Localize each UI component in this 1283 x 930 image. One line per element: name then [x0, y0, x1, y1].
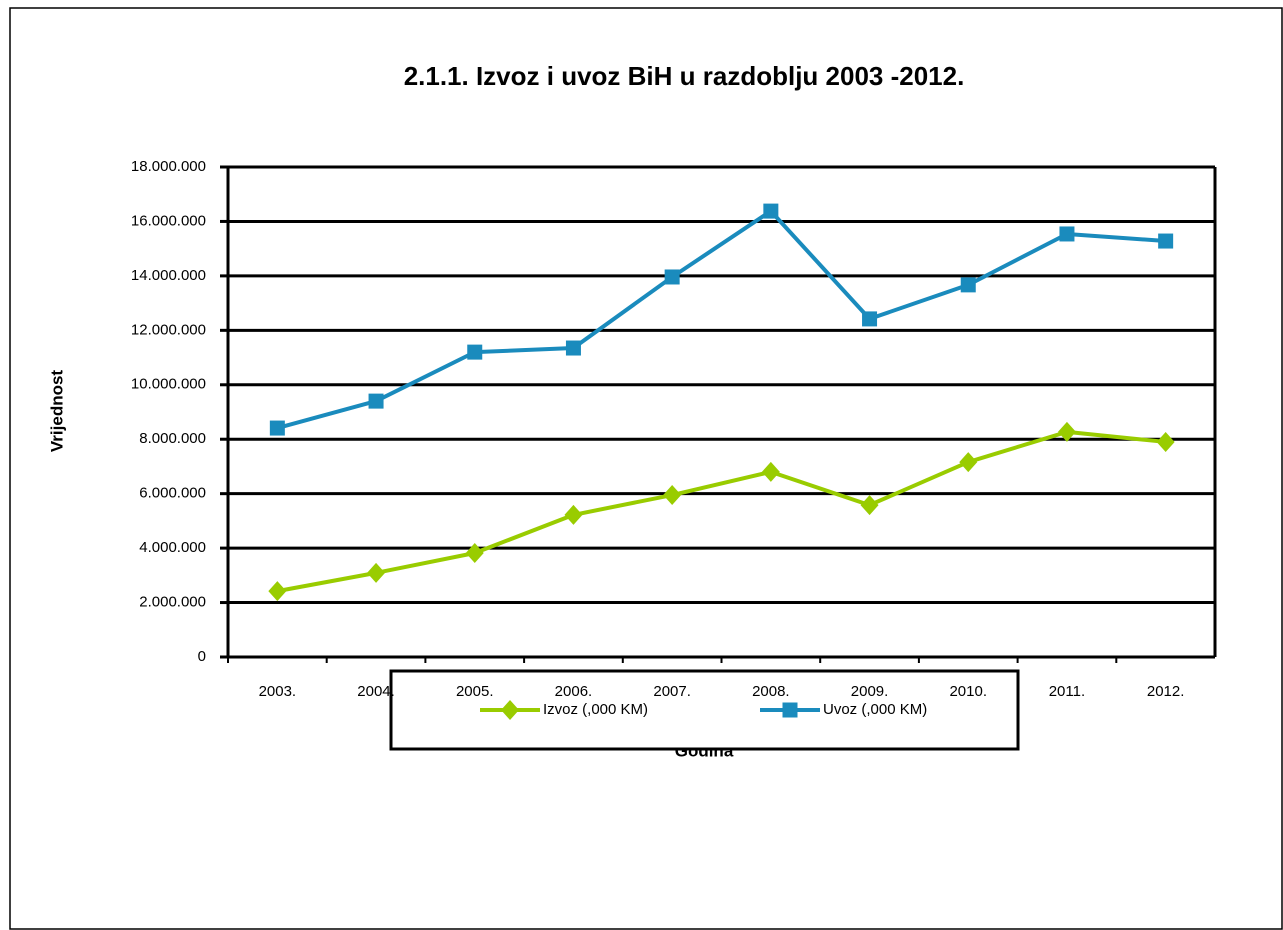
data-point — [663, 485, 682, 506]
x-tick-label: 2005. — [456, 683, 494, 700]
data-point — [367, 562, 386, 583]
legend-marker — [782, 702, 798, 718]
y-tick-label: 6.000.000 — [139, 485, 206, 502]
data-point — [368, 393, 384, 409]
y-tick-label: 16.000.000 — [131, 212, 206, 229]
x-tick-label: 2007. — [653, 683, 691, 700]
legend-marker — [501, 700, 519, 720]
data-point — [269, 420, 285, 436]
y-tick-label: 18.000.000 — [131, 158, 206, 175]
y-tick-label: 2.000.000 — [139, 594, 206, 611]
data-point — [1158, 233, 1174, 249]
x-tick-label: 2010. — [949, 683, 987, 700]
data-point — [1059, 226, 1075, 242]
legend-label: Uvoz (,000 KM) — [823, 701, 927, 718]
series-line — [276, 429, 1166, 594]
data-point — [467, 344, 483, 360]
data-point — [465, 543, 484, 564]
data-point — [959, 452, 978, 473]
y-tick-label: 0 — [198, 648, 206, 665]
y-tick-label: 10.000.000 — [131, 376, 206, 393]
x-tick-label: 2009. — [851, 683, 889, 700]
chart-title: 2.1.1. Izvoz i uvoz BiH u razdoblju 2003… — [404, 61, 965, 91]
x-tick-label: 2012. — [1147, 683, 1185, 700]
series-line — [276, 209, 1166, 430]
chart-border — [9, 7, 1283, 930]
data-point — [862, 311, 878, 327]
x-tick-label: 2003. — [259, 683, 297, 700]
data-point — [960, 277, 976, 293]
data-point — [1057, 421, 1076, 442]
data-point — [1156, 431, 1175, 452]
data-point — [664, 269, 680, 285]
y-tick-label: 4.000.000 — [139, 539, 206, 556]
data-point — [268, 581, 287, 602]
y-axis-title: Vrijednost — [47, 370, 66, 453]
data-point — [761, 461, 780, 482]
x-tick-label: 2008. — [752, 683, 790, 700]
y-tick-label: 8.000.000 — [139, 430, 206, 447]
data-point — [564, 504, 583, 525]
x-tick-label: 2011. — [1049, 683, 1085, 700]
x-tick-label: 2006. — [555, 683, 593, 700]
x-tick-label: 2004. — [357, 683, 395, 700]
legend-label: Izvoz (,000 KM) — [543, 701, 648, 718]
y-tick-label: 14.000.000 — [131, 267, 206, 284]
data-point — [763, 203, 779, 219]
data-point — [860, 495, 879, 516]
data-point — [565, 340, 581, 356]
y-tick-label: 12.000.000 — [131, 321, 206, 338]
